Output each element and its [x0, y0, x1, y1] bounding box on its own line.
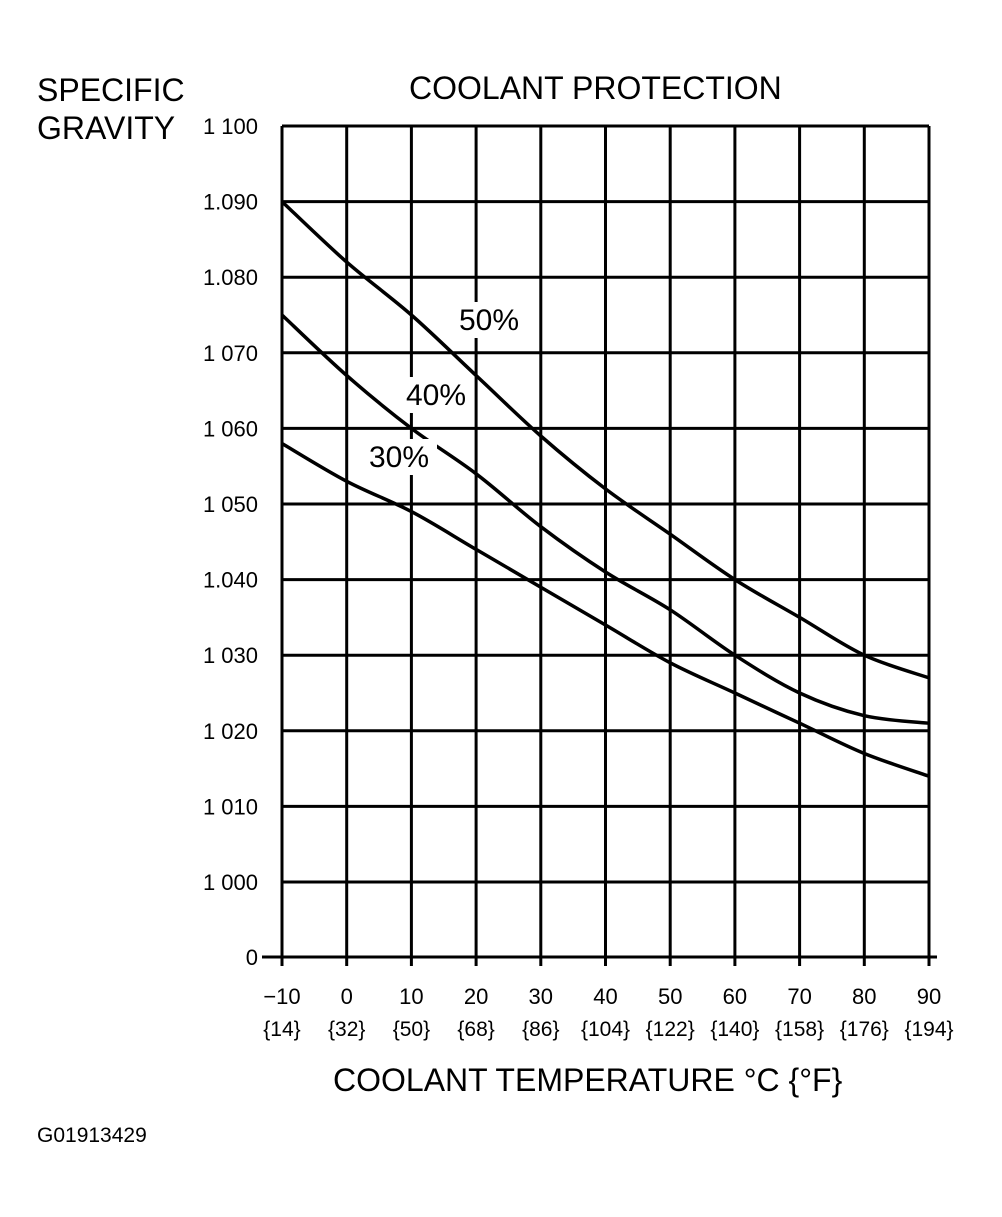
- x-tick-label-2: 10: [399, 984, 423, 1009]
- y-tick-label-0: 0: [246, 945, 258, 970]
- series-label-50pct: 50%: [459, 304, 519, 337]
- x-tick-sublabel-9: {176}: [840, 1018, 889, 1041]
- y-tick-label-6: 1 050: [203, 492, 258, 517]
- x-tick-sublabel-4: {86}: [522, 1018, 559, 1041]
- y-axis-label-line2: GRAVITY: [37, 110, 176, 146]
- y-tick-label-4: 1 030: [203, 643, 258, 668]
- y-tick-label-7: 1 060: [203, 416, 258, 441]
- x-tick-sublabel-3: {68}: [457, 1018, 494, 1041]
- y-tick-label-1: 1 000: [203, 870, 258, 895]
- x-tick-label-10: 90: [917, 984, 941, 1009]
- x-axis-label: COOLANT TEMPERATURE °C {°F}: [333, 1062, 843, 1098]
- x-tick-sublabel-1: {32}: [328, 1018, 365, 1041]
- axes: [262, 124, 937, 959]
- series-label-bg-2: [361, 439, 437, 475]
- x-tick-sublabel-10: {194}: [904, 1018, 953, 1041]
- series-label-bg-1: [398, 377, 474, 413]
- x-tick-label-8: 70: [787, 984, 811, 1009]
- y-tick-label-2: 1 010: [203, 794, 258, 819]
- x-tick-label-9: 80: [852, 984, 876, 1009]
- series-line-50pct: [280, 200, 930, 680]
- series-label-30pct: 30%: [369, 441, 429, 474]
- series-label-bg-0: [451, 302, 527, 338]
- grid: [280, 124, 931, 966]
- x-tick-sublabel-0: {14}: [263, 1018, 300, 1041]
- series-line-40pct: [280, 313, 930, 725]
- y-tick-label-11: 1 100: [203, 114, 258, 139]
- y-tick-label-5: 1.040: [203, 568, 258, 593]
- series-labels: 50% 40% 30%: [361, 302, 527, 475]
- x-tick-sublabel-5: {104}: [581, 1018, 630, 1041]
- x-tick-label-7: 60: [723, 984, 747, 1009]
- x-tick-labels: −10 {14} 0 {32} 10 {50} 20 {68} 30 {86} 40 {104} 50 {…: [263, 984, 953, 1041]
- y-tick-label-10: 1.090: [203, 190, 258, 215]
- x-tick-label-1: 0: [341, 984, 353, 1009]
- y-tick-label-9: 1.080: [203, 265, 258, 290]
- x-tick-sublabel-2: {50}: [393, 1018, 430, 1041]
- x-tick-label-5: 40: [593, 984, 617, 1009]
- x-tick-label-4: 30: [529, 984, 553, 1009]
- x-tick-sublabel-7: {140}: [710, 1018, 759, 1041]
- figure-id: G01913429: [37, 1124, 147, 1147]
- y-tick-label-8: 1 070: [203, 341, 258, 366]
- x-tick-label-3: 20: [464, 984, 488, 1009]
- series-lines: [280, 200, 930, 778]
- series-label-40pct: 40%: [406, 379, 466, 412]
- y-axis-label-line1: SPECIFIC: [37, 72, 185, 108]
- chart-title: COOLANT PROTECTION: [409, 70, 782, 106]
- y-tick-labels: 0 1 000 1 010 1 020 1 030 1.040 1 050 1 060 1 07…: [203, 114, 258, 970]
- series-line-30pct: [281, 441, 930, 778]
- x-tick-label-6: 50: [658, 984, 682, 1009]
- x-tick-label-0: −10: [263, 984, 300, 1009]
- y-tick-label-3: 1 020: [203, 719, 258, 744]
- x-tick-sublabel-8: {158}: [775, 1018, 824, 1041]
- x-tick-sublabel-6: {122}: [646, 1018, 695, 1041]
